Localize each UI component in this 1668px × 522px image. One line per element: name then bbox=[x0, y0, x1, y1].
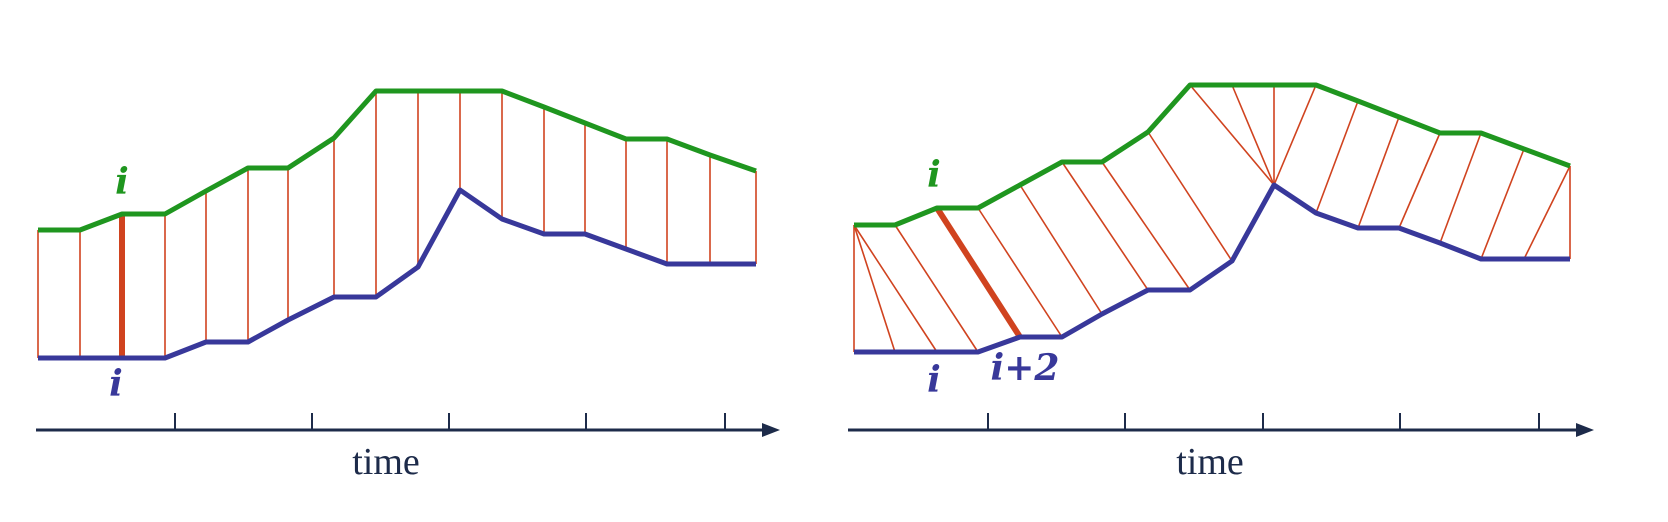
right-shifted-index-label: i+2 bbox=[991, 347, 1060, 389]
left-top-index-label: i bbox=[115, 161, 129, 203]
alignment-link bbox=[1315, 100, 1359, 214]
left-axis-title: time bbox=[352, 441, 420, 483]
right-alignment-links bbox=[853, 84, 1571, 353]
alignment-link bbox=[1061, 161, 1149, 291]
alignment-link bbox=[1398, 132, 1441, 229]
alignment-link bbox=[1101, 161, 1191, 291]
left-alignment-links bbox=[37, 91, 757, 358]
right-top-series-line bbox=[854, 82, 1571, 228]
right-panel: i i i+2 time bbox=[848, 82, 1594, 483]
right-bottom-index-label: i bbox=[927, 359, 941, 401]
left-bottom-index-label: i bbox=[109, 363, 123, 405]
left-panel: i i time bbox=[36, 88, 780, 483]
right-axis-title: time bbox=[1176, 441, 1244, 483]
alignment-link bbox=[1147, 131, 1233, 262]
alignment-link bbox=[1357, 116, 1400, 229]
alignment-link bbox=[1273, 84, 1317, 186]
alignment-link bbox=[853, 224, 938, 353]
left-bottom-series-line bbox=[38, 187, 756, 361]
alignment-link bbox=[853, 224, 896, 353]
highlighted-alignment-link bbox=[934, 206, 1023, 339]
alignment-link bbox=[1231, 84, 1275, 186]
alignment-link bbox=[894, 224, 979, 353]
axis-arrowhead bbox=[762, 423, 780, 437]
alignment-link bbox=[1019, 184, 1103, 315]
alignment-link bbox=[1189, 84, 1275, 186]
right-time-axis bbox=[848, 413, 1594, 437]
left-top-series-line bbox=[38, 88, 757, 233]
alignment-link bbox=[1523, 165, 1571, 260]
left-time-axis bbox=[36, 413, 780, 437]
alignment-link bbox=[1480, 148, 1525, 260]
alignment-link bbox=[1439, 132, 1482, 244]
axis-arrowhead bbox=[1576, 423, 1594, 437]
alignment-link bbox=[977, 207, 1063, 338]
right-bottom-series-line bbox=[854, 182, 1570, 355]
right-top-index-label: i bbox=[927, 154, 941, 196]
